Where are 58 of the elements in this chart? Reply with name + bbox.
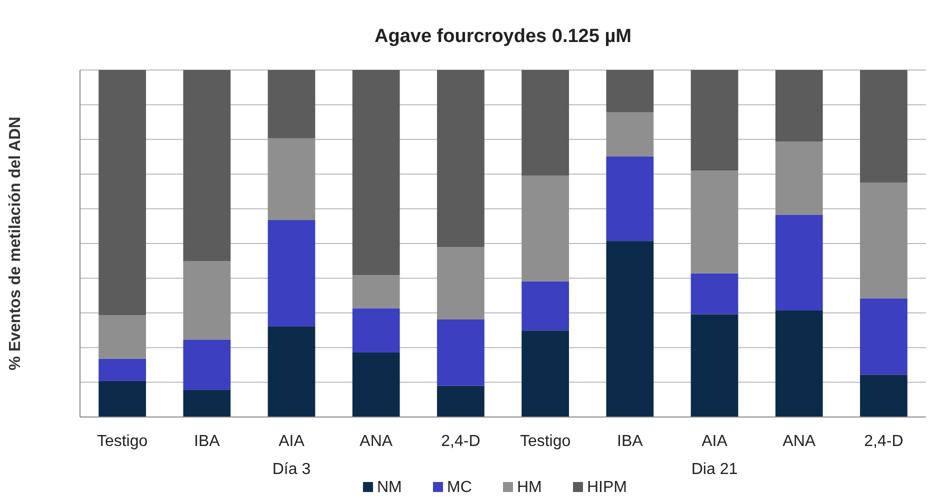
bar — [98, 315, 146, 359]
bar — [98, 70, 146, 316]
bar — [860, 182, 908, 298]
bar — [437, 70, 484, 247]
bar — [522, 175, 569, 282]
x-tick-label: ANA — [360, 433, 393, 450]
bar — [98, 358, 146, 381]
bar — [268, 220, 316, 326]
bar — [268, 138, 316, 220]
bar — [606, 241, 654, 417]
bar — [860, 374, 908, 417]
bar — [522, 281, 569, 331]
text: Dia 21 — [691, 461, 738, 478]
x-tick-label: IBA — [617, 433, 644, 450]
bar — [860, 298, 908, 375]
bar — [98, 380, 146, 417]
bar — [690, 170, 738, 274]
bar — [606, 156, 654, 242]
bar — [690, 273, 738, 314]
bar — [606, 112, 654, 156]
x-tick-label: AIA — [278, 433, 305, 450]
x-tick-label: AIA — [702, 433, 728, 450]
bar — [183, 340, 231, 390]
bar — [352, 308, 400, 352]
y-axis-title: % Eventos de metilación del ADN — [7, 116, 24, 370]
bar — [690, 70, 738, 171]
bar — [352, 275, 400, 308]
legend-label: MC — [447, 479, 472, 496]
legend-label: NM — [377, 479, 402, 496]
bar — [183, 261, 231, 340]
bar — [437, 246, 484, 320]
bar — [775, 214, 823, 310]
chart-title: Agave fourcroydes 0.125 µM — [374, 26, 632, 47]
bar — [268, 326, 316, 417]
text: Día 3 — [272, 461, 311, 478]
bar — [860, 70, 908, 183]
bar — [606, 70, 654, 112]
x-tick-label: Testigo — [96, 433, 148, 450]
x-tick-label: ANA — [782, 433, 816, 450]
bar — [352, 70, 400, 276]
bar — [437, 319, 484, 386]
legend-label: HM — [517, 479, 542, 496]
bar — [437, 386, 484, 417]
bar — [775, 70, 823, 142]
bar — [522, 330, 569, 417]
x-tick-label: Testigo — [520, 433, 571, 450]
x-tick-label: 2,4-D — [864, 433, 904, 450]
x-tick-label: IBA — [194, 433, 220, 450]
bar — [690, 314, 738, 417]
bar — [775, 310, 823, 417]
bar — [522, 70, 569, 176]
legend-label: HIPM — [587, 479, 627, 496]
bar — [775, 141, 823, 215]
bar — [352, 352, 400, 417]
bar — [183, 70, 231, 262]
bar — [183, 390, 231, 417]
x-tick-label: 2,4-D — [441, 433, 480, 450]
bar — [268, 70, 316, 138]
